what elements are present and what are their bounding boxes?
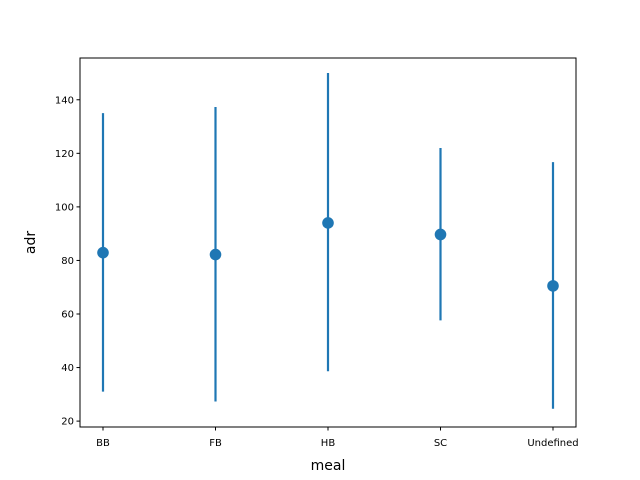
x-tick-label: BB (96, 438, 110, 449)
y-tick-label: 80 (61, 256, 74, 267)
x-axis-label: meal (311, 458, 346, 474)
y-tick-label: 120 (55, 149, 74, 160)
y-axis-label: adr (23, 231, 39, 254)
y-tick-label: 60 (61, 310, 74, 321)
point-undefined (547, 280, 559, 292)
point-fb (209, 248, 222, 261)
plot-frame (79, 57, 577, 428)
x-axis: BB FB HB SC Undefined (96, 427, 579, 449)
y-tick-label: 100 (55, 202, 74, 213)
x-tick-label: HB (321, 438, 336, 449)
y-axis: 20 40 60 80 100 120 140 (55, 95, 80, 428)
y-tick-label: 140 (55, 95, 74, 106)
x-tick-label: Undefined (527, 438, 578, 449)
y-tick-label: 20 (61, 417, 74, 428)
point-sc (434, 228, 447, 241)
x-tick-label: FB (209, 438, 222, 449)
chart-marks (97, 72, 559, 409)
point-hb (322, 217, 334, 229)
point-bb (97, 246, 109, 259)
x-tick-label: SC (434, 438, 447, 449)
y-tick-label: 40 (61, 363, 74, 374)
